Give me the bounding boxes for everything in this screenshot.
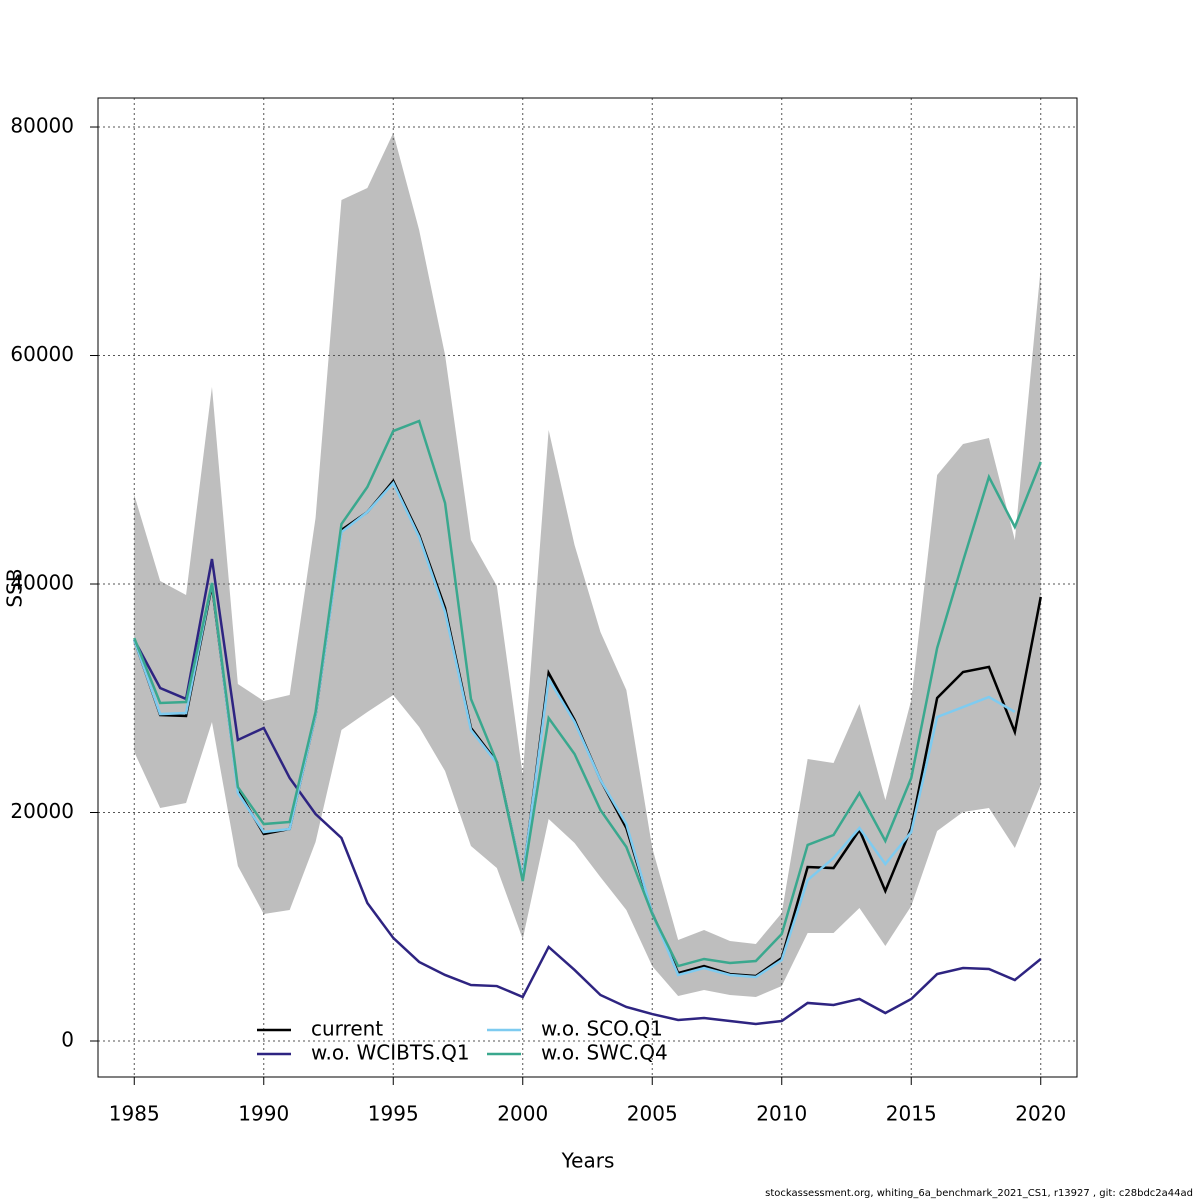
x-tick-label: 1990 xyxy=(238,1102,289,1126)
confidence-band xyxy=(134,132,1041,998)
x-axis-label: Years xyxy=(561,1149,615,1173)
x-tick-label: 1985 xyxy=(109,1102,160,1126)
series-line xyxy=(133,480,1016,979)
x-tick-label: 2005 xyxy=(627,1102,678,1126)
x-tick-label: 1995 xyxy=(368,1102,419,1126)
y-tick-label: 60000 xyxy=(10,342,74,366)
legend-label: w.o. SCO.Q1 xyxy=(541,1017,663,1041)
x-tick-label: 2015 xyxy=(886,1102,937,1126)
x-tick-label: 2000 xyxy=(497,1102,548,1126)
y-tick-label: 40000 xyxy=(10,571,74,595)
series-line xyxy=(133,558,1042,1026)
x-tick-label: 2020 xyxy=(1015,1102,1066,1126)
footer: stockassessment.org, whiting_6a_benchmar… xyxy=(765,1188,1193,1199)
series-line xyxy=(133,419,1042,968)
legend-label: w.o. SWC.Q4 xyxy=(541,1041,668,1065)
legend-label: current xyxy=(311,1017,383,1041)
x-tick-label: 2010 xyxy=(756,1102,807,1126)
y-axis-label: SSB xyxy=(3,568,27,607)
y-tick-label: 20000 xyxy=(10,799,74,823)
y-tick-label: 0 xyxy=(61,1028,74,1052)
plot-frame xyxy=(97,97,1078,1078)
legend-label: w.o. WCIBTS.Q1 xyxy=(311,1041,470,1065)
y-tick-label: 80000 xyxy=(10,114,74,138)
